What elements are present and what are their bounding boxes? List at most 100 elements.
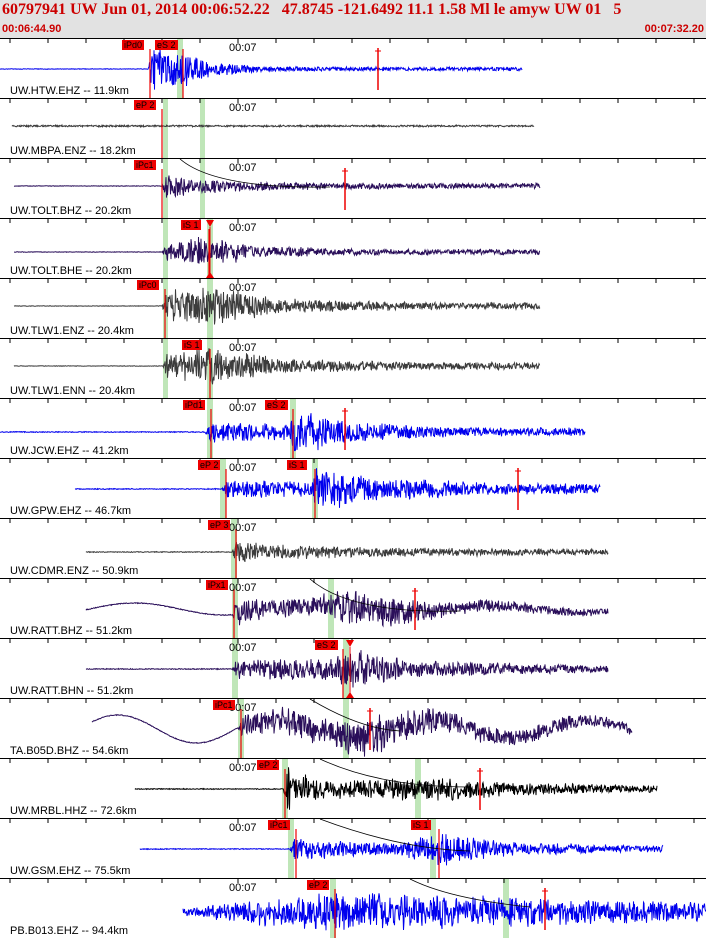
station-channel-label: UW.RATT.BHZ -- 51.2km — [10, 625, 133, 637]
time-mark-label: 00:07 — [229, 582, 257, 594]
waveform — [13, 287, 541, 325]
phase-pick-label[interactable]: eP 2 — [134, 100, 157, 110]
seismogram-panel[interactable]: 00:07 eP 2 PB.B013.EHZ -- 94.4km — [0, 878, 706, 938]
waveform — [74, 468, 601, 508]
seismogram-panel[interactable]: 00:07 iPc1 iS 1 UW.GSM.EHZ -- 75.5km — [0, 818, 706, 878]
waveform — [85, 590, 609, 628]
seismogram-panel[interactable]: 00:07 eS 2 UW.RATT.BHN -- 51.2km — [0, 638, 706, 698]
phase-window — [163, 219, 168, 278]
window-end-time: 00:07:32.20 — [644, 23, 704, 35]
station-channel-label: UW.TLW1.ENN -- 20.4km — [10, 385, 136, 397]
time-mark-label: 00:07 — [229, 282, 257, 294]
time-mark-label: 00:07 — [229, 162, 257, 174]
station-channel-label: UW.MBPA.ENZ -- 18.2km — [10, 145, 136, 157]
phase-pick-label[interactable]: iS 1 — [181, 220, 201, 230]
seismogram-panel[interactable]: 00:07 iS 1 UW.TLW1.ENN -- 20.4km — [0, 338, 706, 398]
event-title: 60797941 UW Jun 01, 2014 00:06:52.22 47.… — [2, 1, 622, 18]
phase-pick-label[interactable]: iPx1 — [206, 580, 228, 590]
phase-window — [207, 399, 213, 458]
phase-curve — [319, 759, 471, 788]
window-start-time: 00:06:44.90 — [2, 23, 62, 35]
time-mark-label: 00:07 — [229, 342, 257, 354]
seismogram-panel[interactable]: 00:07 iPx1 UW.RATT.BHZ -- 51.2km — [0, 578, 706, 638]
phase-pick-label[interactable]: iS 1 — [287, 460, 307, 470]
phase-window — [163, 99, 168, 158]
phase-curve — [319, 819, 471, 852]
phase-pick-label[interactable]: iPd0 — [122, 40, 145, 50]
station-channel-label: UW.MRBL.HHZ -- 72.6km — [10, 805, 137, 817]
time-mark-label: 00:07 — [229, 762, 257, 774]
pick-triangle-marker — [206, 220, 214, 227]
trace-canvas — [9, 879, 706, 938]
station-channel-label: UW.TLW1.ENZ -- 20.4km — [10, 325, 134, 337]
trace-canvas — [9, 579, 695, 638]
seismogram-panel[interactable]: 00:07 iPd1 eS 2 UW.JCW.EHZ -- 41.2km — [0, 398, 706, 458]
phase-pick-label[interactable]: eP 3 — [208, 520, 231, 530]
trace-canvas — [9, 99, 695, 158]
seismogram-panel[interactable]: 00:07 eP 2 UW.MRBL.HHZ -- 72.6km — [0, 758, 706, 818]
station-channel-label: UW.GSM.EHZ -- 75.5km — [10, 865, 131, 877]
pick-triangle-marker — [206, 272, 214, 278]
time-mark-label: 00:07 — [229, 102, 257, 114]
phase-pick-label[interactable]: eS 2 — [315, 640, 338, 650]
waveform — [13, 348, 541, 385]
phase-pick-label[interactable]: eP 2 — [198, 460, 221, 470]
trace-canvas — [9, 219, 695, 278]
waveform — [14, 236, 541, 264]
phase-window — [343, 699, 349, 758]
phase-pick-label[interactable]: iPc1 — [134, 160, 156, 170]
phase-curve — [309, 579, 461, 612]
trace-canvas — [9, 759, 695, 818]
time-mark-label: 00:07 — [229, 882, 257, 894]
phase-pick-label[interactable]: eP 2 — [307, 880, 330, 890]
seismogram-panel[interactable]: 00:07 iPd0 eS 2 UW.HTW.EHZ -- 11.9km — [0, 38, 706, 98]
phase-pick-label[interactable]: iPc1 — [213, 700, 235, 710]
phase-pick-label[interactable]: eS 2 — [155, 40, 178, 50]
trace-canvas — [9, 519, 695, 578]
time-mark-label: 00:07 — [229, 822, 257, 834]
trace-canvas — [9, 639, 695, 698]
trace-canvas — [9, 459, 695, 518]
phase-pick-label[interactable]: iPc1 — [268, 820, 290, 830]
phase-pick-label[interactable]: eP 2 — [257, 760, 280, 770]
seismogram-panel[interactable]: 00:07 iPc0 UW.TLW1.ENZ -- 20.4km — [0, 278, 706, 338]
trace-canvas — [9, 159, 695, 218]
station-channel-label: TA.B05D.BHZ -- 54.6km — [10, 745, 129, 757]
waveform — [139, 834, 664, 866]
seismogram-panel-list: 00:07 iPd0 eS 2 UW.HTW.EHZ -- 11.9km 00:07 eP… — [0, 38, 706, 938]
trace-canvas — [9, 699, 695, 758]
station-channel-label: PB.B013.EHZ -- 94.4km — [10, 925, 128, 937]
event-header: 60797941 UW Jun 01, 2014 00:06:52.22 47.… — [0, 0, 706, 39]
waveform — [11, 123, 535, 129]
phase-window — [503, 879, 509, 938]
seismogram-panel[interactable]: 00:07 eP 3 UW.CDMR.ENZ -- 50.9km — [0, 518, 706, 578]
time-mark-label: 00:07 — [229, 642, 257, 654]
station-channel-label: UW.JCW.EHZ -- 41.2km — [10, 445, 129, 457]
station-channel-label: UW.HTW.EHZ -- 11.9km — [10, 85, 129, 97]
waveform — [91, 706, 633, 757]
seismogram-panel[interactable]: 00:07 iPc1 UW.TOLT.BHZ -- 20.2km — [0, 158, 706, 218]
station-channel-label: UW.GPW.EHZ -- 46.7km — [10, 505, 132, 517]
station-channel-label: UW.RATT.BHN -- 51.2km — [10, 685, 134, 697]
phase-pick-label[interactable]: iS 1 — [182, 340, 202, 350]
pick-triangle-marker — [346, 640, 354, 647]
time-mark-label: 00:07 — [229, 222, 257, 234]
phase-pick-label[interactable]: eS 2 — [265, 400, 288, 410]
phase-window — [200, 99, 205, 158]
seismogram-panel[interactable]: 00:07 eP 2 UW.MBPA.ENZ -- 18.2km — [0, 98, 706, 158]
seismogram-panel[interactable]: 00:07 eP 2 iS 1 UW.GPW.EHZ -- 46.7km — [0, 458, 706, 518]
station-channel-label: UW.CDMR.ENZ -- 50.9km — [10, 565, 139, 577]
phase-pick-label[interactable]: iPd1 — [183, 400, 206, 410]
seismogram-panel[interactable]: 00:07 iPc1 TA.B05D.BHZ -- 54.6km — [0, 698, 706, 758]
phase-curve — [179, 159, 331, 188]
phase-curve — [309, 699, 401, 732]
waveform — [0, 48, 523, 90]
pick-triangle-marker — [346, 692, 354, 698]
trace-canvas — [0, 399, 695, 458]
phase-curve — [409, 879, 531, 908]
phase-pick-label[interactable]: iPc0 — [137, 280, 159, 290]
seismogram-panel[interactable]: 00:07 iS 1 UW.TOLT.BHE -- 20.2km — [0, 218, 706, 278]
waveform — [134, 767, 658, 810]
waveform — [13, 175, 541, 199]
phase-pick-label[interactable]: iS 1 — [411, 820, 431, 830]
